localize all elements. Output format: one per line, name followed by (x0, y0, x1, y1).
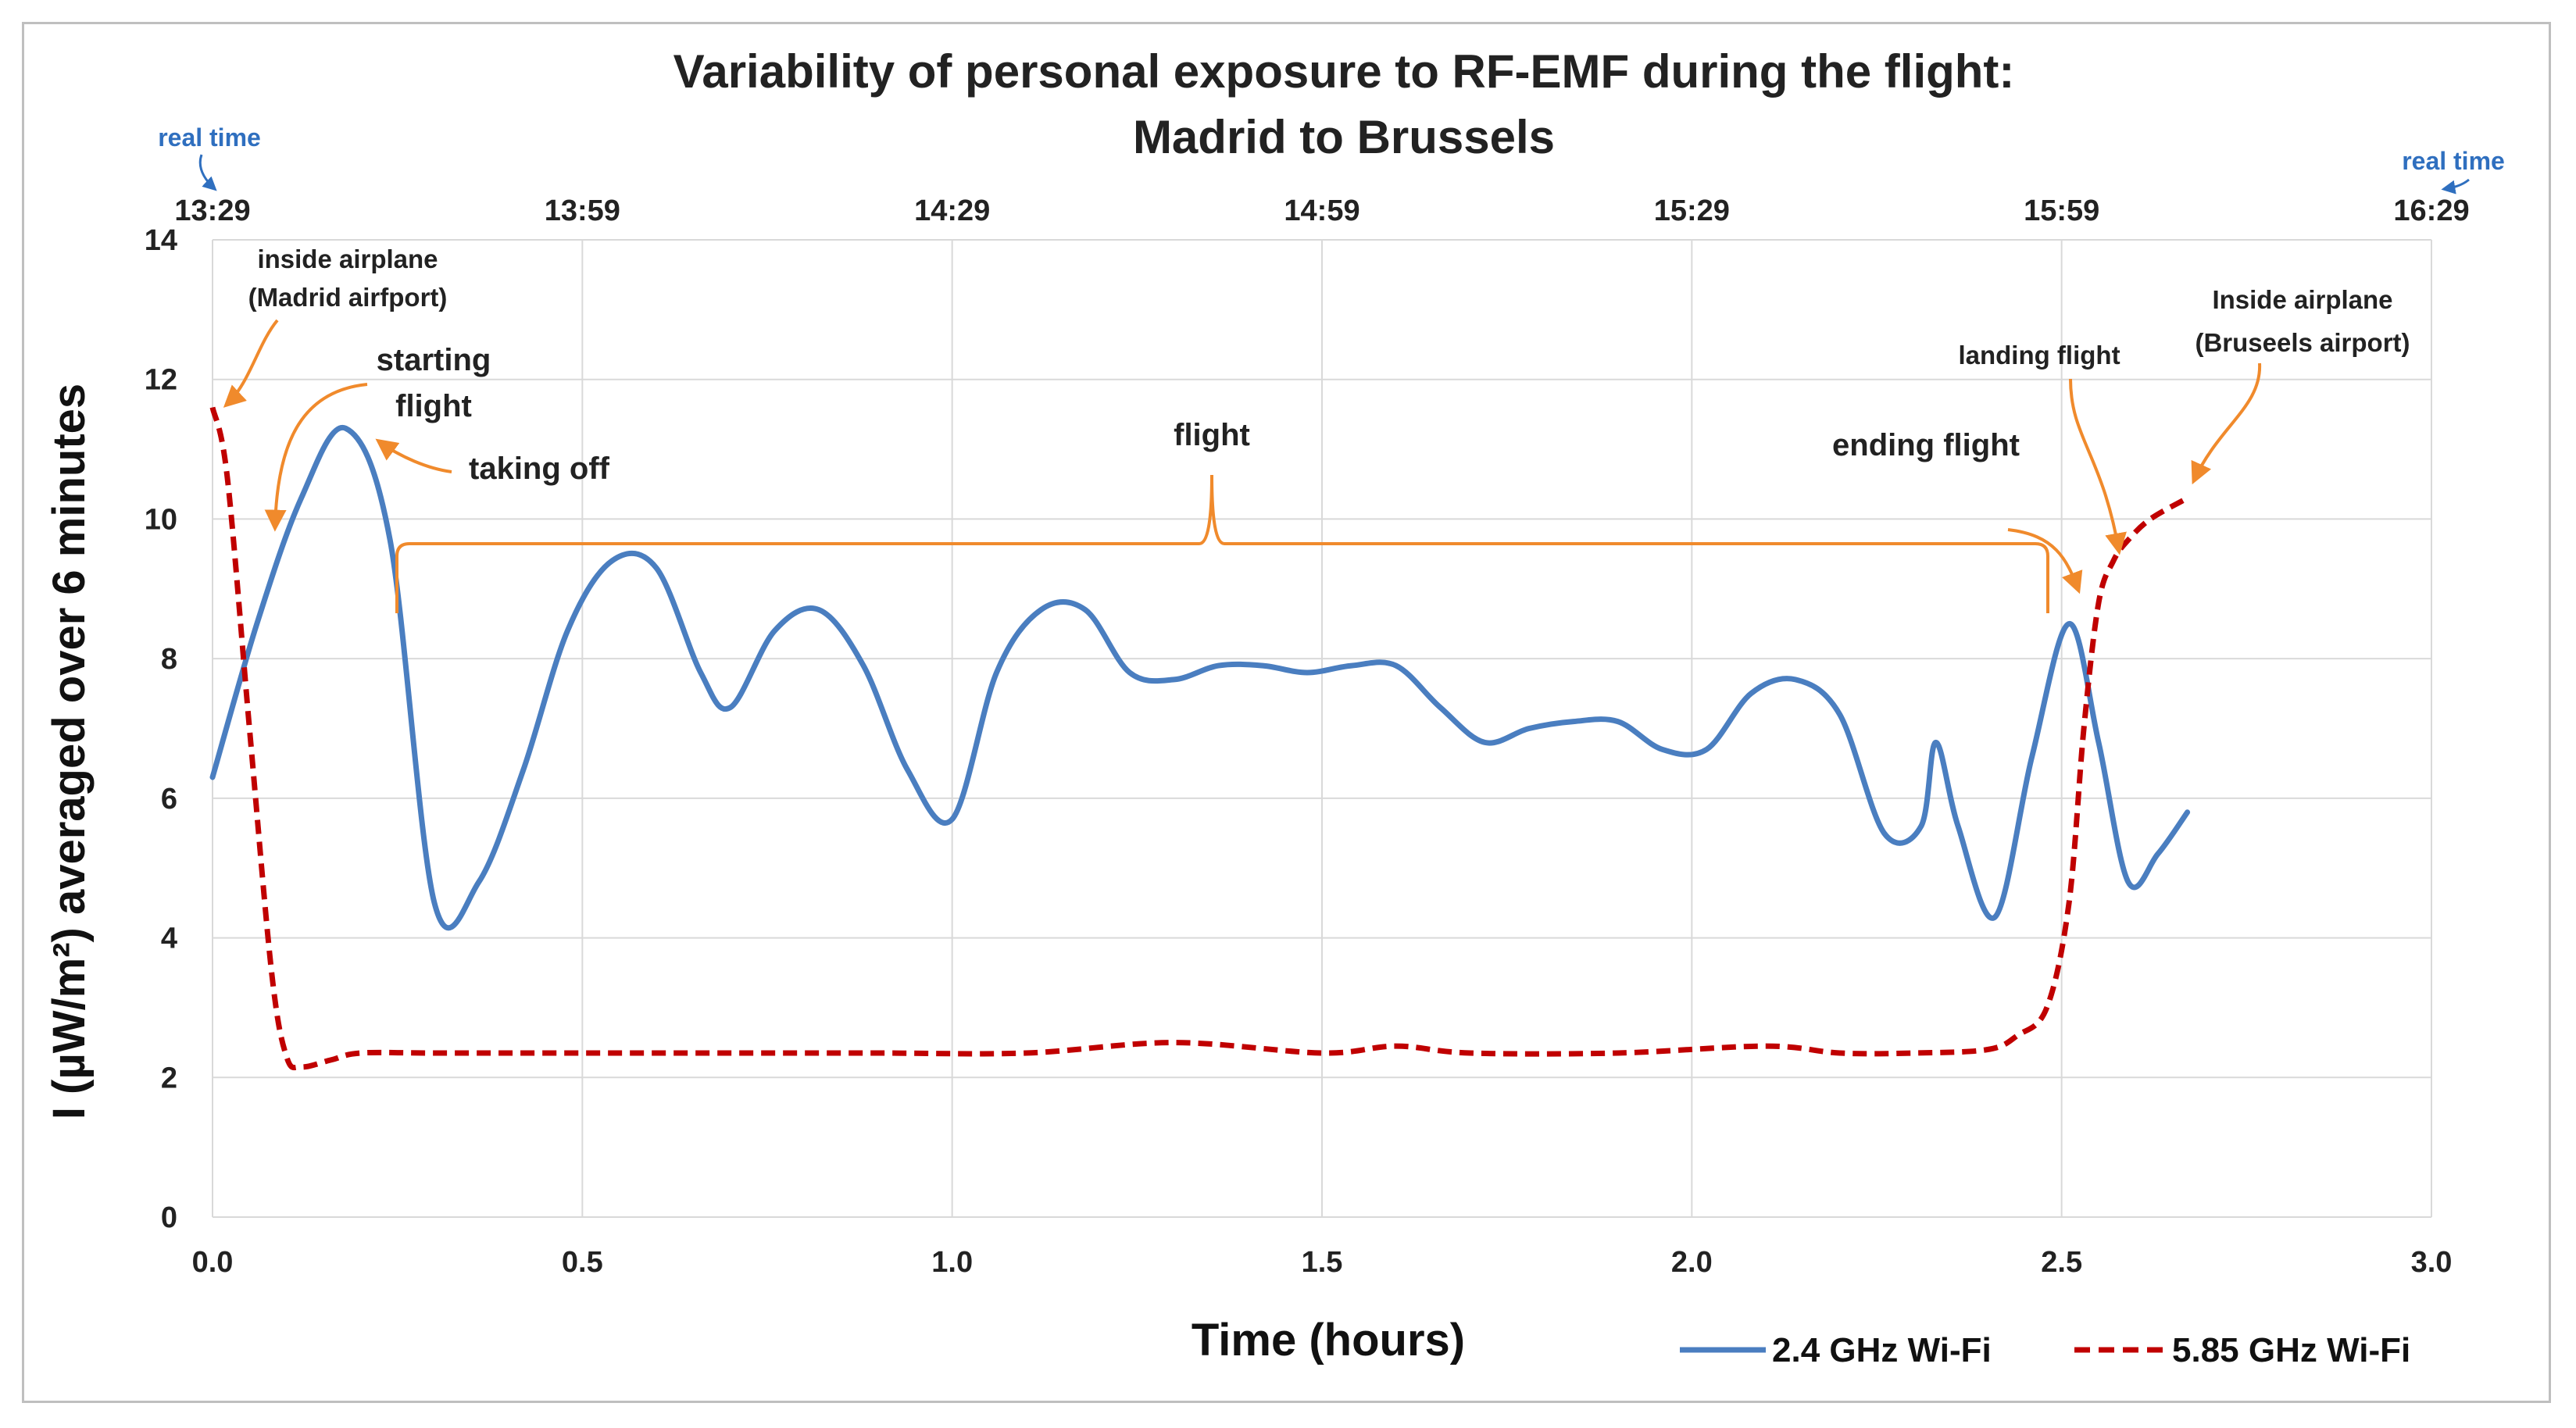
y-tick-label: 0 (161, 1201, 177, 1234)
series-line-5-85-ghz (209, 406, 2189, 1071)
y-tick-label: 10 (145, 503, 177, 536)
y-tick-label: 8 (161, 643, 177, 676)
annotation-starting-flight-1: starting (377, 343, 491, 377)
y-tick-label: 6 (161, 783, 177, 816)
chart-title-line-1: Variability of personal exposure to RF-E… (673, 45, 2015, 98)
real-time-label-left: real time (158, 123, 261, 152)
arrow-inside-airplane-madrid (223, 319, 279, 408)
arrow-landing-flight (2069, 378, 2127, 555)
top-time-label: 15:59 (2024, 195, 2099, 227)
real-time-label-right: real time (2402, 147, 2505, 175)
y-tick-label: 14 (145, 224, 177, 257)
annotation-landing-flight: landing flight (1958, 341, 2120, 369)
top-time-label: 15:29 (1654, 195, 1730, 227)
x-tick-label: 1.5 (1302, 1246, 1343, 1279)
y-tick-label: 4 (161, 923, 177, 955)
x-axis-title: Time (hours) (1192, 1315, 1465, 1366)
x-tick-label: 2.5 (2041, 1246, 2082, 1279)
legend-label-2-4-ghz: 2.4 GHz Wi-Fi (1772, 1331, 1992, 1369)
legend-label-5-85-ghz: 5.85 GHz Wi-Fi (2172, 1331, 2410, 1369)
real-time-arrow-right (2441, 178, 2470, 195)
top-time-label: 14:29 (914, 195, 990, 227)
chart-frame (22, 22, 2551, 1403)
y-tick-label: 12 (145, 364, 177, 397)
annotation-taking-off: taking off (469, 452, 610, 486)
annotation-ending-flight: ending flight (1832, 428, 2020, 462)
flight-brace (395, 474, 2049, 613)
chart-title-line-2: Madrid to Brussels (1133, 111, 1555, 163)
series-layer (209, 406, 2191, 1071)
real-time-arrow-left (198, 154, 217, 191)
y-tick-label: 2 (161, 1062, 177, 1094)
top-time-label: 13:29 (174, 195, 250, 227)
series-line-2-4-ghz (209, 424, 2191, 930)
y-axis-title: I (µW/m²) averaged over 6 minutes (44, 384, 95, 1119)
top-time-label: 14:59 (1284, 195, 1359, 227)
arrow-starting-flight (264, 383, 368, 532)
annotation-flight: flight (1174, 418, 1250, 452)
annotations: real time real time inside airplane (Mad… (158, 123, 2505, 613)
annotation-inside-airplane-brussels-1: Inside airplane (2212, 285, 2392, 314)
top-time-label: 16:29 (2393, 195, 2469, 227)
annotation-inside-airplane-madrid-1: inside airplane (257, 245, 438, 273)
legend: 2.4 GHz Wi-Fi 5.85 GHz Wi-Fi (1680, 1331, 2410, 1369)
x-tick-label: 1.0 (931, 1246, 973, 1279)
annotation-starting-flight-2: flight (395, 389, 472, 423)
x-tick-label: 3.0 (2411, 1246, 2453, 1279)
arrow-inside-airplane-brussels (2191, 362, 2262, 485)
annotation-inside-airplane-madrid-2: (Madrid airfport) (248, 283, 448, 312)
x-tick-label: 0.0 (192, 1246, 234, 1279)
arrow-ending-flight (2007, 528, 2083, 594)
top-time-label: 13:59 (545, 195, 620, 227)
grid (212, 239, 2432, 1218)
x-tick-label: 2.0 (1671, 1246, 1713, 1279)
annotation-inside-airplane-brussels-2: (Bruseels airport) (2195, 328, 2410, 357)
arrow-taking-off (375, 438, 452, 473)
x-tick-label: 0.5 (562, 1246, 603, 1279)
tick-labels: 0 2 4 6 8 10 12 14 0.0 0.5 1.0 1.5 2.0 2.5 3.0 13:29 13:… (145, 195, 2470, 1279)
